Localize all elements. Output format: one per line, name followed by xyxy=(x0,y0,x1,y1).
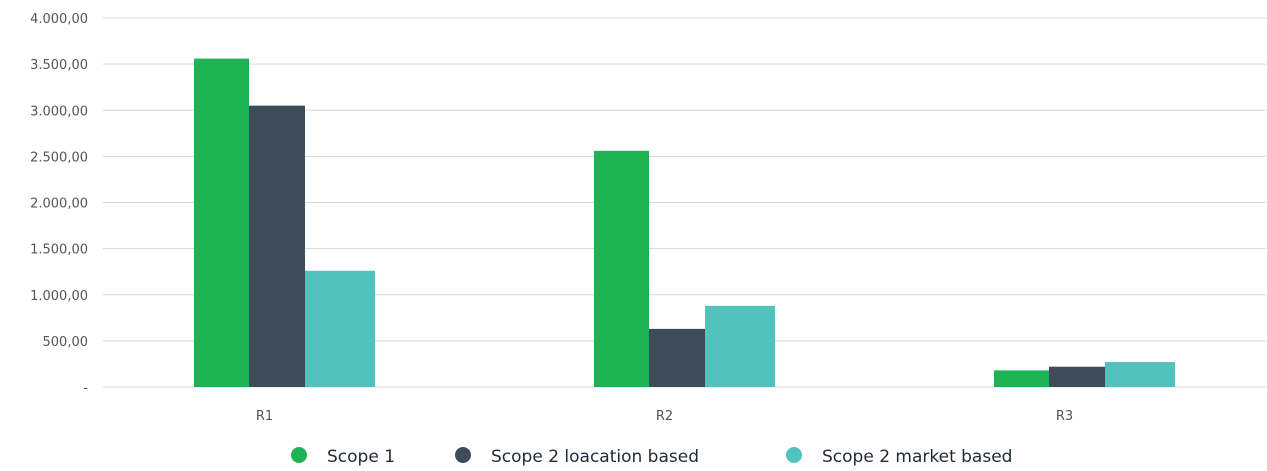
legend-label: Scope 2 market based xyxy=(822,447,1012,467)
bars xyxy=(194,58,1175,388)
bar-r1-series-2 xyxy=(249,105,305,387)
legend-marker xyxy=(291,447,307,463)
y-tick-label: 3.000,00 xyxy=(30,104,88,119)
bar-r1-series-1 xyxy=(194,58,249,388)
y-tick-label: 3.500,00 xyxy=(30,58,88,73)
bar-r2-series-2 xyxy=(649,328,705,387)
bar-r2-series-1 xyxy=(594,150,649,387)
y-tick-label: 1.500,00 xyxy=(30,243,88,258)
y-tick-label: 4.000,00 xyxy=(30,12,88,27)
bar-r1-series-3 xyxy=(305,270,375,387)
y-tick-label: 1.000,00 xyxy=(30,289,88,304)
x-category-label: R1 xyxy=(256,409,273,424)
legend-marker xyxy=(786,447,802,463)
bar-r3-series-2 xyxy=(1049,366,1105,387)
x-category-label: R2 xyxy=(656,409,673,424)
y-tick-label: - xyxy=(83,381,88,396)
bar-r2-series-3 xyxy=(705,305,775,387)
x-category-label: R3 xyxy=(1056,409,1073,424)
legend-label: Scope 1 xyxy=(327,447,395,467)
bar-r3-series-1 xyxy=(994,370,1049,387)
x-axis-category-labels: R1 R2 R3 xyxy=(256,409,1073,424)
y-axis-tick-labels: - 500,00 1.000,00 1.500,00 2.000,00 2.500,00 3… xyxy=(30,12,88,396)
y-tick-label: 2.000,00 xyxy=(30,197,88,212)
bar-r3-series-3 xyxy=(1105,362,1175,387)
legend: Scope 1 Scope 2 loacation based Scope 2 ma… xyxy=(291,447,1012,467)
y-tick-label: 500,00 xyxy=(43,335,89,350)
legend-label: Scope 2 loacation based xyxy=(491,447,699,467)
y-tick-label: 2.500,00 xyxy=(30,150,88,165)
legend-marker xyxy=(455,447,471,463)
